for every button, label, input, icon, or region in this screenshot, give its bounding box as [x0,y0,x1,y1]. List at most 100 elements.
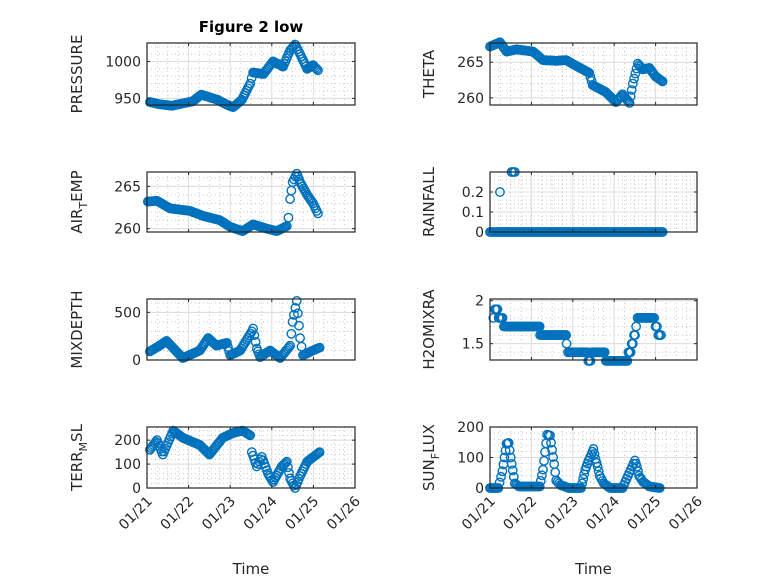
y-tick-label: 260 [114,222,141,238]
y-label-main: THETA [420,49,438,99]
data-point [313,208,323,219]
data-point [281,456,292,467]
x-tick-label: 01/22 [500,494,540,534]
x-tick-label: 01/21 [459,494,499,534]
y-tick-label: 200 [114,433,141,449]
data-point [310,62,321,73]
y-label-rest: LUX [420,424,438,453]
data-point [548,452,559,462]
axes-box [489,298,698,361]
x-tick-label: 01/23 [199,494,239,534]
y-label-main: RAINFALL [420,166,438,237]
data-point [629,73,639,84]
data-point [290,302,301,313]
data-point [656,75,667,86]
y-tick-label: 2 [475,294,484,310]
y-label-main: AIR [68,209,86,234]
data-point [608,94,619,105]
y-tick-label: 0.2 [462,185,484,201]
subplot-sun_flux: 0 100 200 SUNFLUX 01/21 01/22 01/23 01/24 01/25 0… [420,420,706,578]
y-tick-label: 950 [114,91,141,107]
data-point [314,342,325,353]
data-point [578,473,589,484]
y-axis-label: TERRMSL [68,423,90,492]
data-point [535,475,546,486]
y-tick-label: 265 [457,55,484,71]
data-point [507,465,518,476]
subplot-theta: 260 265 THETA [420,37,698,108]
data-point [249,330,260,341]
data-point [592,461,603,472]
subplot-pressure: 950 1000 PRESSURE [68,35,356,114]
subplot-rainfall: 0 0.1 0.2 RAINFALL [420,166,698,241]
x-tick-label: 01/24 [583,493,623,533]
y-label-main: H2OMIXRA [420,289,438,370]
x-tick-label: 01/26 [666,493,706,533]
y-tick-label: 0 [475,225,484,241]
subplot-terr_msl: 0 100 200 TERRMSL 01/21 01/22 01/23 01/24 01/25 0… [68,423,364,578]
y-label-rest: EMP [68,170,86,201]
axes-box [146,42,356,106]
data-point [313,448,324,458]
y-label-main: TERR [68,451,86,492]
data-point [547,444,557,455]
data-point [630,68,641,79]
data-point [627,78,638,89]
y-tick-label: 0 [132,353,141,369]
data-point [313,65,323,76]
data-point [282,462,293,473]
data-point [245,430,256,441]
y-axis-label: SUNFLUX [420,424,442,491]
data-point [494,477,505,488]
y-tick-label: 0 [475,481,484,497]
y-axis-label: PRESSURE [68,35,86,114]
y-axis-label: MIXDEPTH [68,290,86,368]
data-point [626,85,637,95]
data-point [282,343,293,354]
y-tick-label: 260 [457,91,484,107]
x-tick-label: 01/21 [116,494,156,534]
x-tick-label: 01/25 [282,494,322,534]
data-point [285,340,296,351]
data-point [283,342,294,353]
subplot-air_temp: 260 265 AIRTEMP [68,168,356,238]
y-tick-label: 200 [457,420,484,436]
y-tick-label: 100 [457,451,484,467]
data-point [534,481,545,492]
data-point [245,78,256,89]
y-label-subscript: M [77,442,90,452]
data-point [625,91,636,102]
data-point [248,323,258,334]
y-label-subscript: F [429,453,442,459]
axes-box [489,171,698,233]
data-point [657,76,668,87]
data-point [506,459,517,469]
x-tick-label: 01/25 [625,494,665,534]
axes-box [146,298,356,361]
subplot-mixdepth: 0 500 MIXDEPTH [68,290,356,369]
x-tick-label: 01/26 [324,493,364,533]
data-point [623,96,634,107]
data-point [291,296,302,306]
data-point [546,437,556,448]
y-axis-label: THETA [420,49,438,99]
data-point [314,447,325,458]
data-point [545,430,555,441]
y-tick-label: 0.1 [462,205,484,221]
y-tick-label: 1000 [105,54,141,70]
data-point [632,461,642,472]
data-point [496,471,506,482]
data-point [497,466,508,477]
y-label-main: SUN [420,459,438,491]
data-point [633,466,643,477]
data-point [503,437,514,448]
axes-box [146,171,356,233]
x-tick-label: 01/23 [542,494,582,534]
data-point [504,445,515,456]
y-tick-label: 1.5 [462,337,484,353]
y-label-main: MIXDEPTH [68,290,86,368]
data-point [283,212,294,223]
x-tick-label: 01/22 [158,494,198,534]
data-point [624,97,635,108]
y-axis-label: H2OMIXRA [420,289,438,370]
